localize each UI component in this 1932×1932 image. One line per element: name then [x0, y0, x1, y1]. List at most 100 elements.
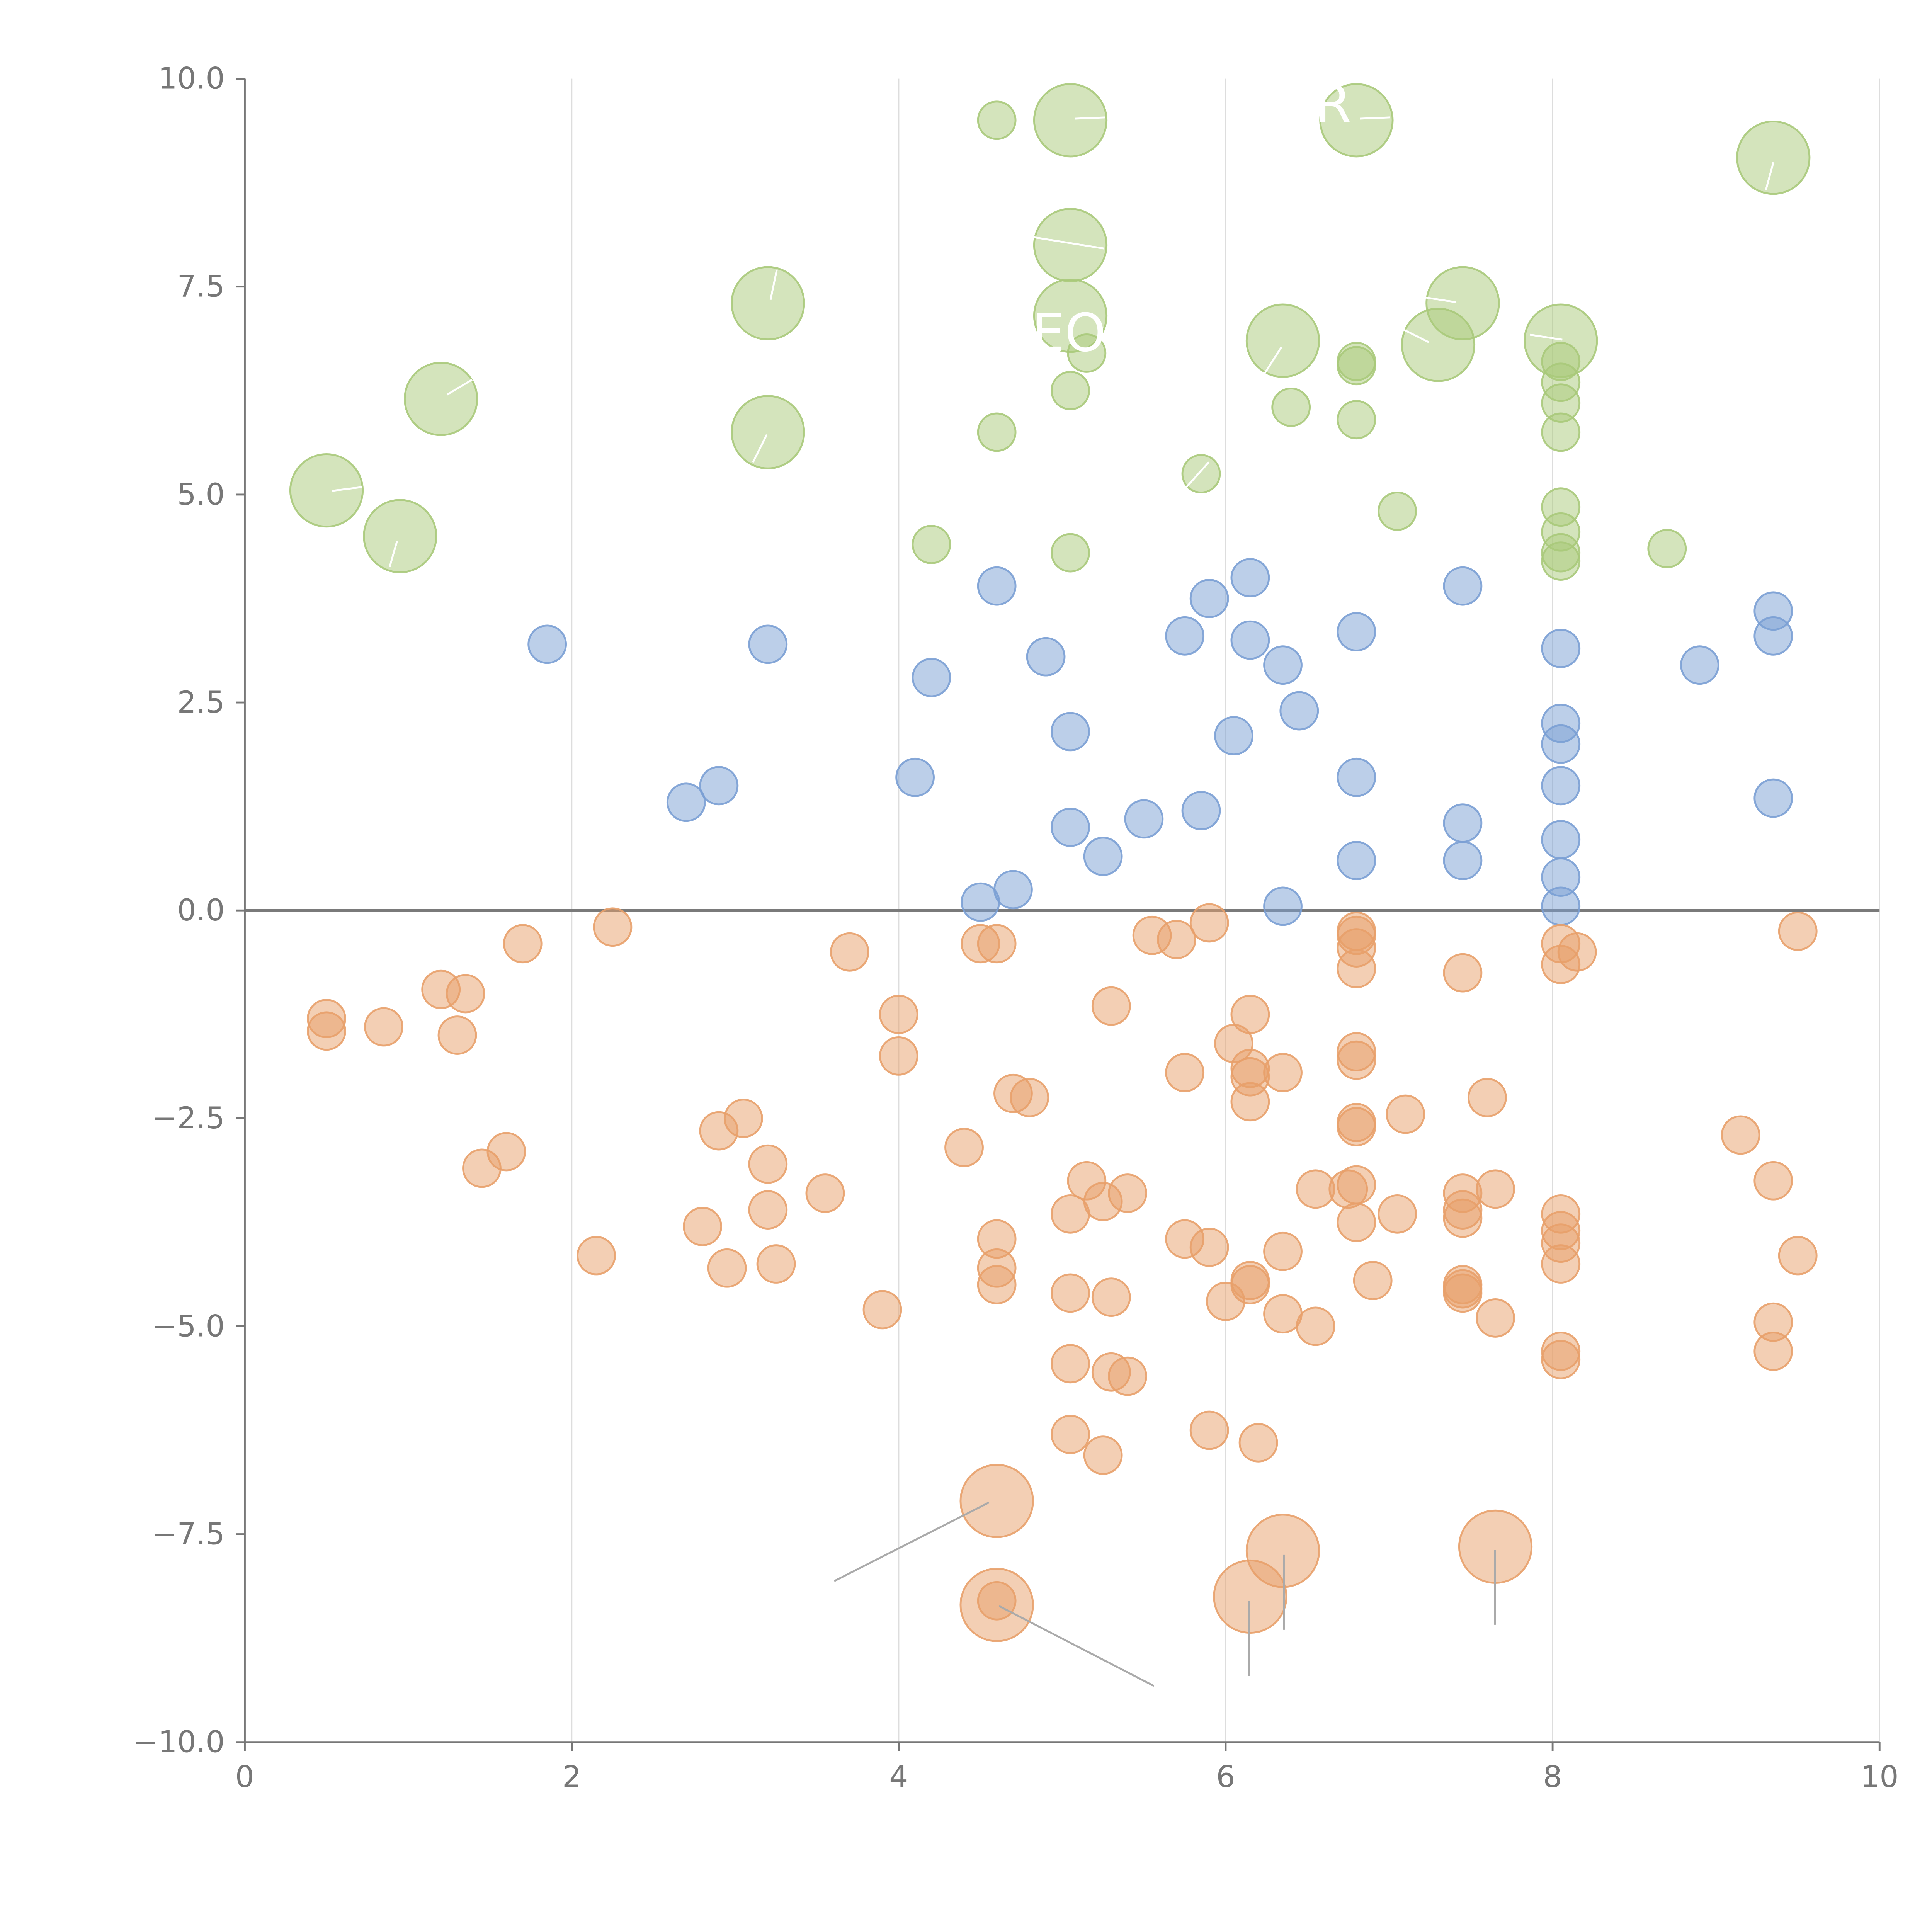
data-point — [1083, 837, 1123, 876]
data-point — [1206, 1281, 1245, 1321]
leader-line — [1075, 116, 1105, 120]
leader-line — [769, 269, 778, 300]
data-point — [748, 1190, 788, 1230]
x-tick-label: 6 — [1216, 1760, 1235, 1794]
data-point — [1541, 766, 1581, 806]
data-point — [1753, 1161, 1793, 1201]
data-point — [977, 566, 1017, 606]
data-point — [1010, 1078, 1049, 1117]
data-point — [1245, 303, 1320, 378]
data-point — [577, 1236, 616, 1276]
data-point — [307, 1011, 346, 1051]
data-point — [1443, 841, 1483, 880]
data-point — [1753, 778, 1793, 818]
axes: 10.0 7.5 5.0 2.5 0.0 −2.5 −5.0 −7.5 −10.0 0 2 4 6 8 10 — [133, 61, 1898, 1794]
data-point — [1124, 799, 1164, 839]
data-point — [1337, 1040, 1376, 1080]
data-point — [1541, 820, 1581, 860]
data-point — [593, 907, 633, 947]
x-tick-label: 2 — [562, 1760, 581, 1794]
data-point — [1230, 558, 1270, 598]
data-point — [446, 974, 485, 1014]
data-point — [959, 1568, 1034, 1642]
data-point — [1296, 1306, 1335, 1346]
data-point — [1296, 1169, 1335, 1209]
x-tick-label: 10 — [1861, 1760, 1899, 1794]
leader-line — [389, 540, 398, 568]
y-tick-label: 7.5 — [177, 269, 224, 304]
data-point — [731, 395, 805, 469]
y-tick-label: −10.0 — [133, 1725, 225, 1760]
y-tick-label: −5.0 — [152, 1309, 224, 1344]
data-points — [289, 83, 1818, 1642]
leader-line — [1263, 347, 1282, 375]
data-point — [1157, 920, 1196, 959]
data-point — [1263, 645, 1303, 685]
data-point — [699, 766, 739, 806]
leader-line — [1034, 236, 1104, 250]
data-point — [731, 266, 805, 340]
data-point — [748, 624, 788, 664]
data-point — [879, 995, 918, 1034]
data-point — [1091, 986, 1131, 1026]
data-point — [1271, 387, 1311, 427]
data-point — [1033, 207, 1108, 282]
leader-line — [998, 1605, 1155, 1687]
data-point — [1337, 1107, 1376, 1146]
data-point — [666, 782, 706, 822]
data-point — [1051, 1415, 1090, 1454]
data-point — [1051, 371, 1090, 410]
data-point — [364, 1007, 404, 1047]
data-point — [977, 412, 1017, 452]
data-point — [1091, 1277, 1131, 1317]
data-point — [1378, 492, 1417, 531]
data-point — [895, 757, 935, 797]
data-point — [1541, 724, 1581, 764]
leader-line — [332, 486, 362, 492]
data-point — [1337, 400, 1376, 440]
data-point — [1033, 83, 1108, 158]
leader-line — [1529, 333, 1563, 341]
y-tick-label: 0.0 — [177, 893, 224, 928]
leader-line — [1423, 296, 1456, 303]
data-point — [1051, 1273, 1090, 1313]
data-point — [1189, 579, 1229, 618]
data-point — [1230, 620, 1270, 660]
data-point — [1051, 533, 1090, 573]
overlay-label-eo: EO — [1032, 303, 1106, 364]
data-point — [1337, 841, 1376, 880]
data-point — [503, 924, 543, 964]
data-point — [1541, 945, 1581, 984]
data-point — [1443, 953, 1483, 993]
data-point — [1263, 1231, 1303, 1271]
data-point — [1337, 612, 1376, 651]
data-point — [527, 624, 567, 664]
data-point — [1736, 120, 1811, 195]
data-point — [1476, 1298, 1515, 1338]
data-point — [1337, 757, 1376, 797]
data-point — [1753, 1332, 1793, 1371]
data-point — [1181, 791, 1221, 830]
data-point — [1026, 637, 1066, 677]
data-point — [1319, 83, 1394, 158]
leader-lines — [332, 116, 1774, 1687]
data-point — [912, 525, 951, 564]
data-point — [289, 453, 364, 528]
data-point — [1401, 308, 1476, 382]
x-tick-label: 8 — [1543, 1760, 1562, 1794]
data-point — [1189, 903, 1229, 943]
data-point — [1443, 803, 1483, 843]
data-point — [1467, 1078, 1507, 1117]
y-tick-label: −2.5 — [152, 1101, 224, 1136]
data-point — [1230, 1082, 1270, 1122]
leader-line — [1398, 326, 1429, 343]
data-point — [1541, 541, 1581, 581]
data-point — [1337, 949, 1376, 988]
data-point — [404, 362, 478, 436]
data-point — [756, 1244, 796, 1284]
x-tick-label: 4 — [889, 1760, 908, 1794]
data-point — [1263, 1053, 1303, 1092]
data-point — [1263, 886, 1303, 926]
data-point — [363, 499, 437, 573]
